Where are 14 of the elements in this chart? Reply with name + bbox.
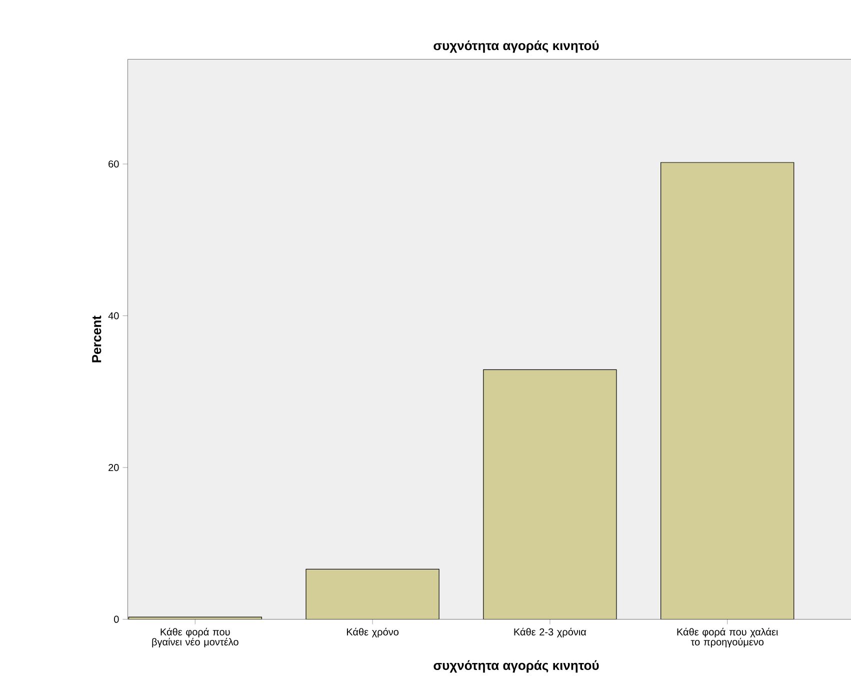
bar <box>306 568 440 620</box>
y-tick-label: 60 <box>108 160 119 168</box>
x-tick-label: Κάθε φορά που βγαίνει νέο μοντέλο <box>152 628 238 648</box>
y-tick-label: 20 <box>108 464 119 472</box>
chart-title: συχνότητα αγοράς κινητού <box>434 40 599 53</box>
y-tick-label: 40 <box>108 312 119 320</box>
x-axis-title: συχνότητα αγοράς κινητού <box>434 660 599 673</box>
y-axis-title: Percent <box>92 316 102 362</box>
y-tick-label: 0 <box>114 616 119 623</box>
x-tick-label: Κάθε 2-3 χρόνια <box>514 628 586 638</box>
x-tick-label: Κάθε φορά που χαλάει το προηγούμενο <box>677 628 778 648</box>
bar <box>483 370 616 620</box>
bar <box>660 162 794 620</box>
x-tick-label: Κάθε χρόνο <box>346 628 398 638</box>
